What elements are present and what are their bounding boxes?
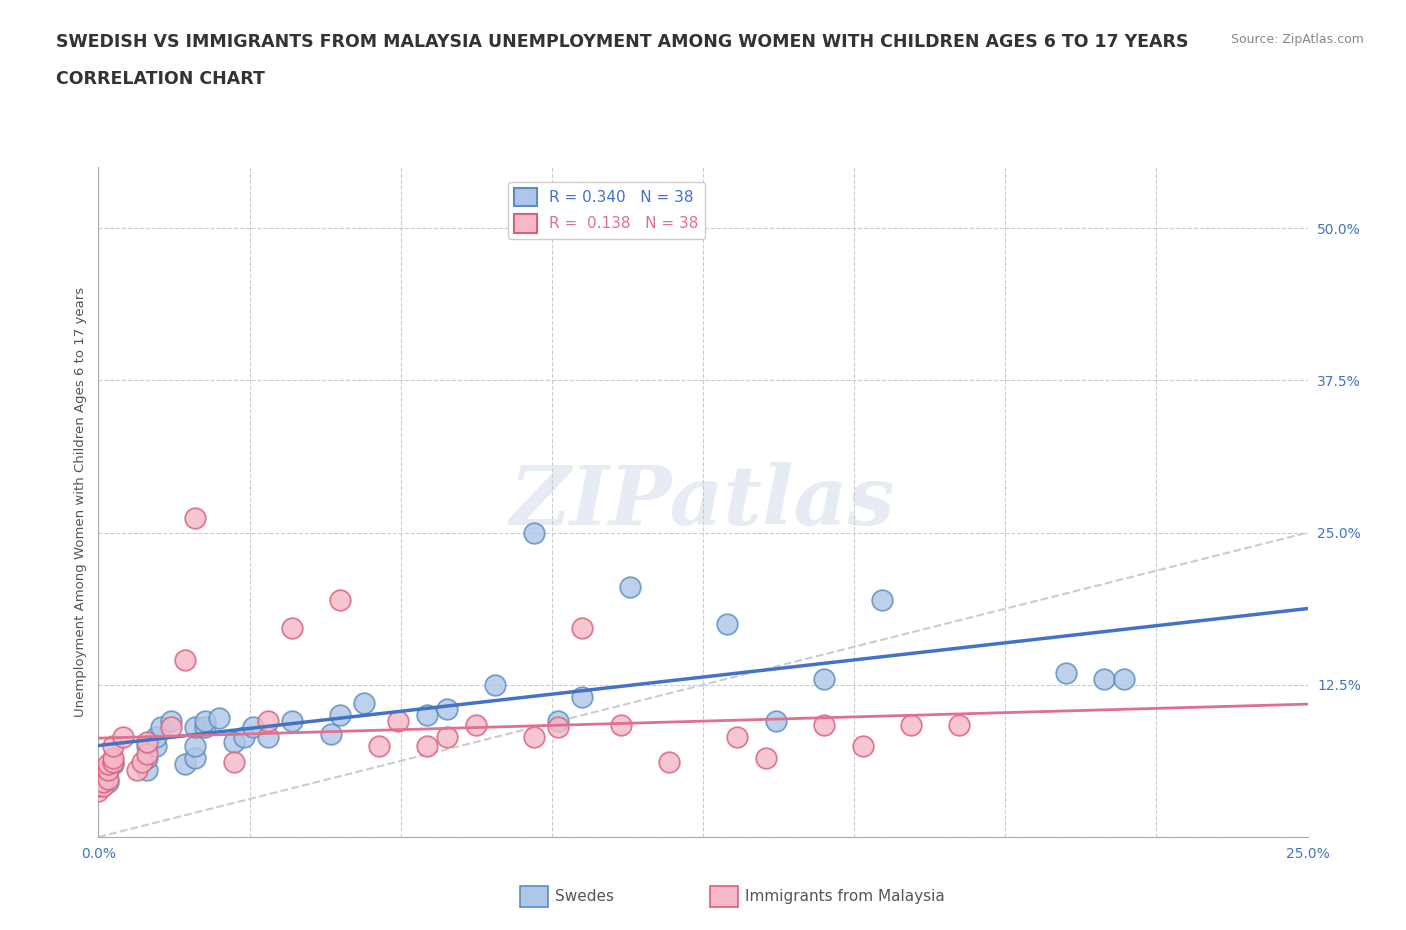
Point <box>135 763 157 777</box>
Point <box>101 738 124 753</box>
Point <box>329 708 352 723</box>
Y-axis label: Unemployment Among Women with Children Ages 6 to 17 years: Unemployment Among Women with Children A… <box>75 287 87 717</box>
Point <box>256 730 278 745</box>
Point <box>852 738 875 753</box>
Point <box>101 754 124 769</box>
Point <box>256 714 278 729</box>
Point <box>319 726 342 741</box>
Point <box>329 592 352 607</box>
Point <box>571 689 593 704</box>
Point <box>131 754 153 769</box>
Point <box>145 738 167 753</box>
Point <box>387 714 409 729</box>
Point <box>870 592 893 607</box>
Point <box>368 738 391 753</box>
Point <box>174 756 197 771</box>
Point <box>160 714 183 729</box>
Point <box>619 580 641 595</box>
Point <box>353 696 375 711</box>
Point <box>523 525 546 540</box>
Point <box>135 747 157 762</box>
Point <box>900 718 922 733</box>
Point <box>948 718 970 733</box>
Legend: R = 0.340   N = 38, R =  0.138   N = 38: R = 0.340 N = 38, R = 0.138 N = 38 <box>508 181 704 239</box>
Point <box>97 775 120 790</box>
Point <box>1094 671 1116 686</box>
Text: Swedes: Swedes <box>555 889 614 904</box>
Point <box>194 720 217 735</box>
Point <box>91 775 114 790</box>
Point <box>547 714 569 729</box>
Point <box>135 738 157 753</box>
Point <box>222 735 245 750</box>
Point <box>127 763 149 777</box>
Text: SWEDISH VS IMMIGRANTS FROM MALAYSIA UNEMPLOYMENT AMONG WOMEN WITH CHILDREN AGES : SWEDISH VS IMMIGRANTS FROM MALAYSIA UNEM… <box>56 33 1188 50</box>
Point <box>1112 671 1135 686</box>
Point <box>523 730 546 745</box>
Text: Source: ZipAtlas.com: Source: ZipAtlas.com <box>1230 33 1364 46</box>
Point <box>547 720 569 735</box>
Point <box>184 738 207 753</box>
Point <box>725 730 748 745</box>
Point <box>416 708 439 723</box>
Point <box>184 511 207 525</box>
Point <box>281 714 304 729</box>
Point <box>765 714 787 729</box>
Point <box>97 756 120 771</box>
Point <box>716 617 738 631</box>
Point <box>281 620 304 635</box>
Point <box>101 751 124 765</box>
Point <box>658 754 681 769</box>
Point <box>97 763 120 777</box>
Point <box>111 730 134 745</box>
Point <box>150 720 173 735</box>
Text: Immigrants from Malaysia: Immigrants from Malaysia <box>745 889 945 904</box>
Text: CORRELATION CHART: CORRELATION CHART <box>56 70 266 87</box>
Point <box>97 771 120 786</box>
Point <box>436 730 458 745</box>
Point <box>484 677 506 692</box>
Point <box>416 738 439 753</box>
Point <box>813 671 835 686</box>
Point <box>145 730 167 745</box>
Point <box>222 754 245 769</box>
Point <box>184 720 207 735</box>
Point <box>101 756 124 771</box>
Point <box>571 620 593 635</box>
Point <box>208 711 231 725</box>
Point <box>232 730 254 745</box>
Point <box>184 751 207 765</box>
Point <box>610 718 633 733</box>
Point <box>91 778 114 793</box>
Point <box>436 702 458 717</box>
Point <box>160 720 183 735</box>
Point <box>464 718 486 733</box>
Point <box>174 653 197 668</box>
Point <box>87 783 110 798</box>
Point <box>1054 665 1077 680</box>
Point <box>242 720 264 735</box>
Point <box>87 778 110 793</box>
Point <box>135 735 157 750</box>
Text: ZIPatlas: ZIPatlas <box>510 462 896 542</box>
Point <box>135 751 157 765</box>
Point <box>755 751 778 765</box>
Point <box>194 714 217 729</box>
Point <box>813 718 835 733</box>
